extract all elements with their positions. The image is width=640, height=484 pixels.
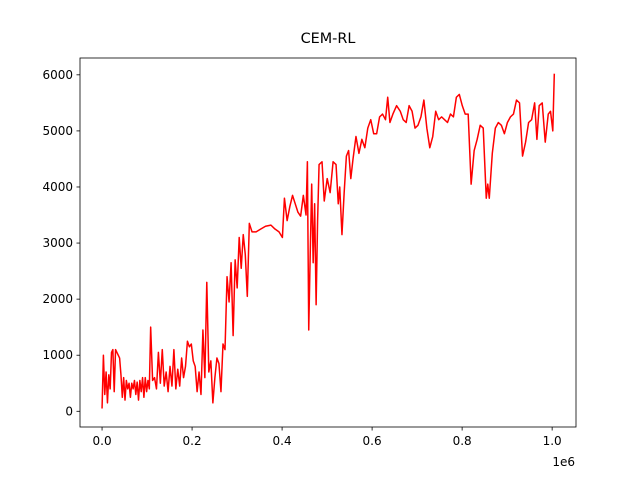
y-tick-label: 2000 xyxy=(42,292,73,306)
y-tick-label: 6000 xyxy=(42,68,73,82)
x-tick-label: 0.2 xyxy=(183,434,202,448)
data-line xyxy=(101,73,556,409)
chart-title: CEM-RL xyxy=(301,31,356,47)
x-tick-label: 0.0 xyxy=(93,434,112,448)
axes-frame xyxy=(79,57,577,428)
x-tick-label: 0.8 xyxy=(453,434,472,448)
x-tick-label: 1.0 xyxy=(543,434,562,448)
y-tick-label: 5000 xyxy=(42,124,73,138)
y-tick-label: 1000 xyxy=(42,348,73,362)
x-tick-label: 0.6 xyxy=(363,434,382,448)
x-tick-label: 0.4 xyxy=(273,434,292,448)
y-tick-label: 4000 xyxy=(42,180,73,194)
y-tick-label: 0 xyxy=(65,404,73,418)
y-tick-label: 3000 xyxy=(42,236,73,250)
x-offset-label: 1e6 xyxy=(552,455,575,469)
